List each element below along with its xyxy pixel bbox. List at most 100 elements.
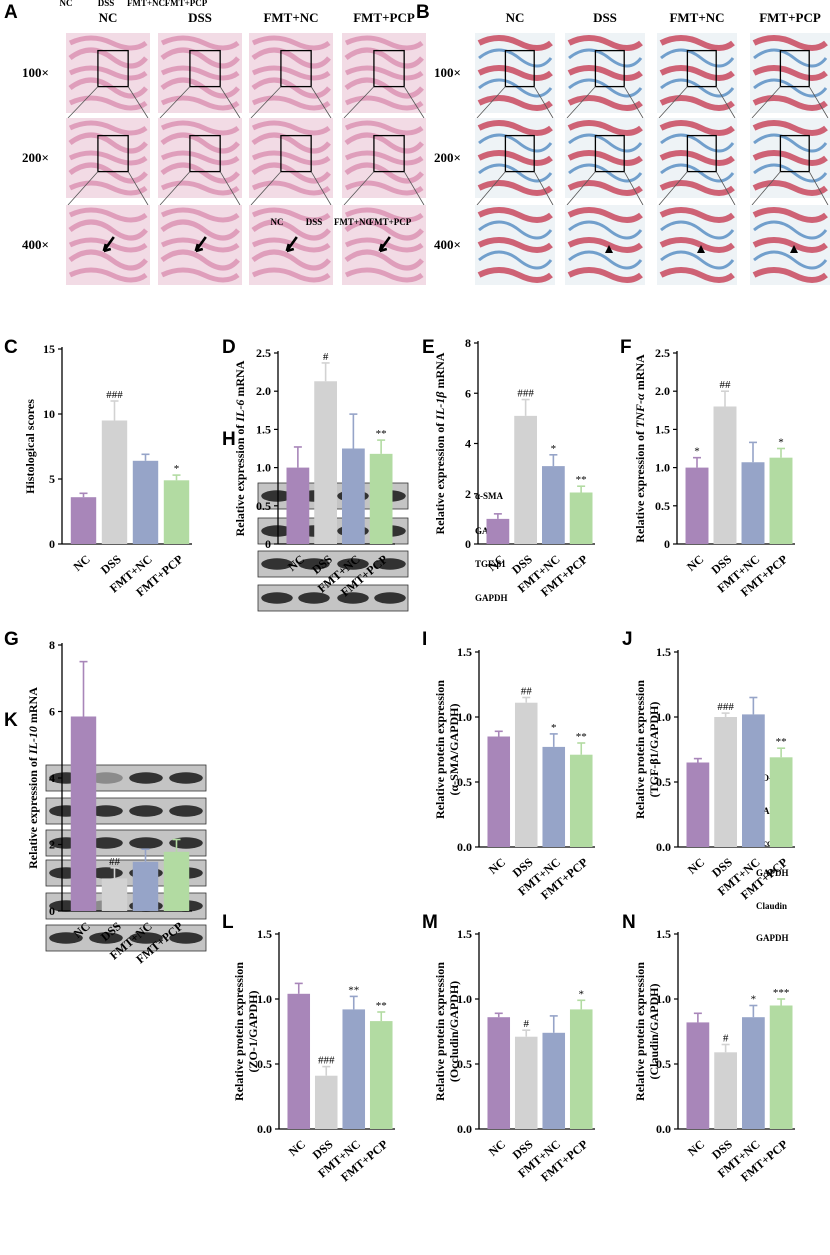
micrograph-A-r0-c0 [66, 33, 150, 119]
y-tick-label: 1.0 [457, 710, 472, 724]
y-axis-label: Relative protein expression [633, 962, 647, 1101]
bar-FMT+NC [541, 466, 565, 544]
y-axis-label: (TGF-β1/GAPDH) [647, 702, 661, 798]
y-tick-label: 0.0 [257, 1122, 272, 1136]
tissue-fold [660, 220, 735, 240]
panel-label-I: I [422, 629, 427, 650]
protein-band [89, 837, 123, 849]
tissue-fold [660, 250, 735, 270]
column-header: FMT+PCP [759, 10, 821, 25]
zoom-line [219, 86, 241, 119]
tissue-fold [752, 65, 828, 81]
micrograph-B-r0-c1 [565, 33, 645, 119]
bar-FMT+PCP [569, 492, 593, 544]
tissue-fold [752, 267, 828, 283]
zoom-box-icon [97, 134, 129, 173]
zoom-line [808, 86, 829, 119]
bar-DSS [713, 406, 737, 544]
bar-DSS [714, 717, 738, 847]
significance-label: ** [576, 731, 587, 743]
tissue-fold [251, 120, 331, 136]
panel-F: F00.51.01.52.02.5*NC##DSSFMT+NC*FMT+PCPR… [620, 337, 795, 599]
zoom-line [533, 86, 554, 119]
tissue-fold [68, 207, 148, 223]
micrograph-A-r2-c3 [342, 205, 426, 285]
y-tick-label: 2.5 [655, 346, 670, 360]
bar-FMT+NC [741, 714, 765, 847]
tissue-fold [478, 250, 553, 270]
y-tick-label: 1.5 [256, 422, 271, 436]
significance-label: # [323, 351, 329, 363]
bar-NC [487, 736, 511, 847]
zoom-line [715, 86, 736, 119]
tissue-fold [567, 267, 643, 283]
tissue-fold [160, 77, 240, 99]
zoom-line [310, 86, 332, 119]
bar-FMT+PCP [769, 1005, 793, 1129]
y-axis-label: Relative protein expression [433, 962, 447, 1101]
x-tick-label: NC [286, 1137, 308, 1159]
column-header: DSS [188, 10, 212, 25]
y-tick-label: 1.0 [656, 710, 671, 724]
band-label: Claudin [756, 901, 787, 911]
tissue-fold [478, 163, 553, 183]
y-tick-label: 0 [265, 537, 271, 551]
y-tick-label: 0.5 [257, 1057, 272, 1071]
significance-label: *** [773, 987, 790, 999]
zoom-line [751, 86, 781, 119]
y-axis-label-part: Relative expression of [233, 422, 247, 537]
significance-label: * [551, 443, 557, 455]
bar-FMT+NC [341, 448, 365, 544]
tissue-fold [567, 207, 643, 223]
significance-label: ** [776, 736, 787, 748]
bar-DSS [314, 381, 338, 544]
y-tick-label: 2 [49, 838, 55, 852]
zoom-box-icon [686, 49, 717, 88]
band-label: GAPDH [756, 933, 789, 943]
y-tick-label: 1.5 [257, 927, 272, 941]
panel-B: B NC DSS FMT+NC FMT+PCP 100× 200× 400× [416, 2, 830, 285]
bar-FMT+PCP [769, 757, 793, 847]
panel-label-K: K [4, 710, 18, 731]
tissue-fold [477, 267, 553, 283]
significance-label: # [524, 1018, 530, 1030]
zoom-line [623, 171, 644, 206]
magnification-label: 200× [22, 150, 49, 165]
panel-L: L0.00.51.01.5NC###DSS**FMT+NC**FMT+PCPRe… [222, 912, 395, 1184]
magnification-label: 200× [434, 150, 461, 165]
bar-NC [686, 762, 710, 847]
y-tick-label: 0 [465, 537, 471, 551]
bar-FMT+PCP [569, 754, 593, 847]
bar-FMT+PCP [369, 1021, 393, 1129]
y-axis-label-part: Relative expression of [433, 420, 447, 535]
micrograph-B-r1-c3 [750, 118, 830, 206]
column-header: DSS [593, 10, 617, 25]
arrow-icon [194, 236, 207, 253]
tissue-fold [752, 180, 828, 196]
bar-FMT+NC [741, 1017, 765, 1129]
tissue-fold [68, 77, 148, 99]
protein-band [337, 558, 369, 570]
arrowhead-icon [790, 245, 798, 253]
tissue-fold [251, 77, 331, 99]
micrograph-A-r1-c0 [66, 118, 150, 206]
zoom-box-icon [189, 49, 221, 88]
y-tick-label: 10 [43, 407, 55, 421]
tissue-fold [251, 47, 331, 69]
tissue-fold [660, 48, 735, 68]
tissue-fold [478, 78, 553, 98]
protein-band [374, 592, 406, 604]
tissue-fold [344, 249, 424, 271]
band-label: ZO-1 [756, 773, 777, 783]
tissue-fold [568, 48, 643, 68]
arrowhead-icon [605, 245, 613, 253]
bar-NC [487, 1017, 511, 1129]
tissue-fold [478, 220, 553, 240]
tissue-fold [659, 207, 735, 223]
y-axis-label-gene: IL-6 [233, 400, 247, 423]
significance-label: ### [717, 701, 734, 713]
micrograph-B-r2-c1 [565, 205, 645, 285]
tissue-fold [344, 47, 424, 69]
y-tick-label: 0.0 [656, 840, 671, 854]
